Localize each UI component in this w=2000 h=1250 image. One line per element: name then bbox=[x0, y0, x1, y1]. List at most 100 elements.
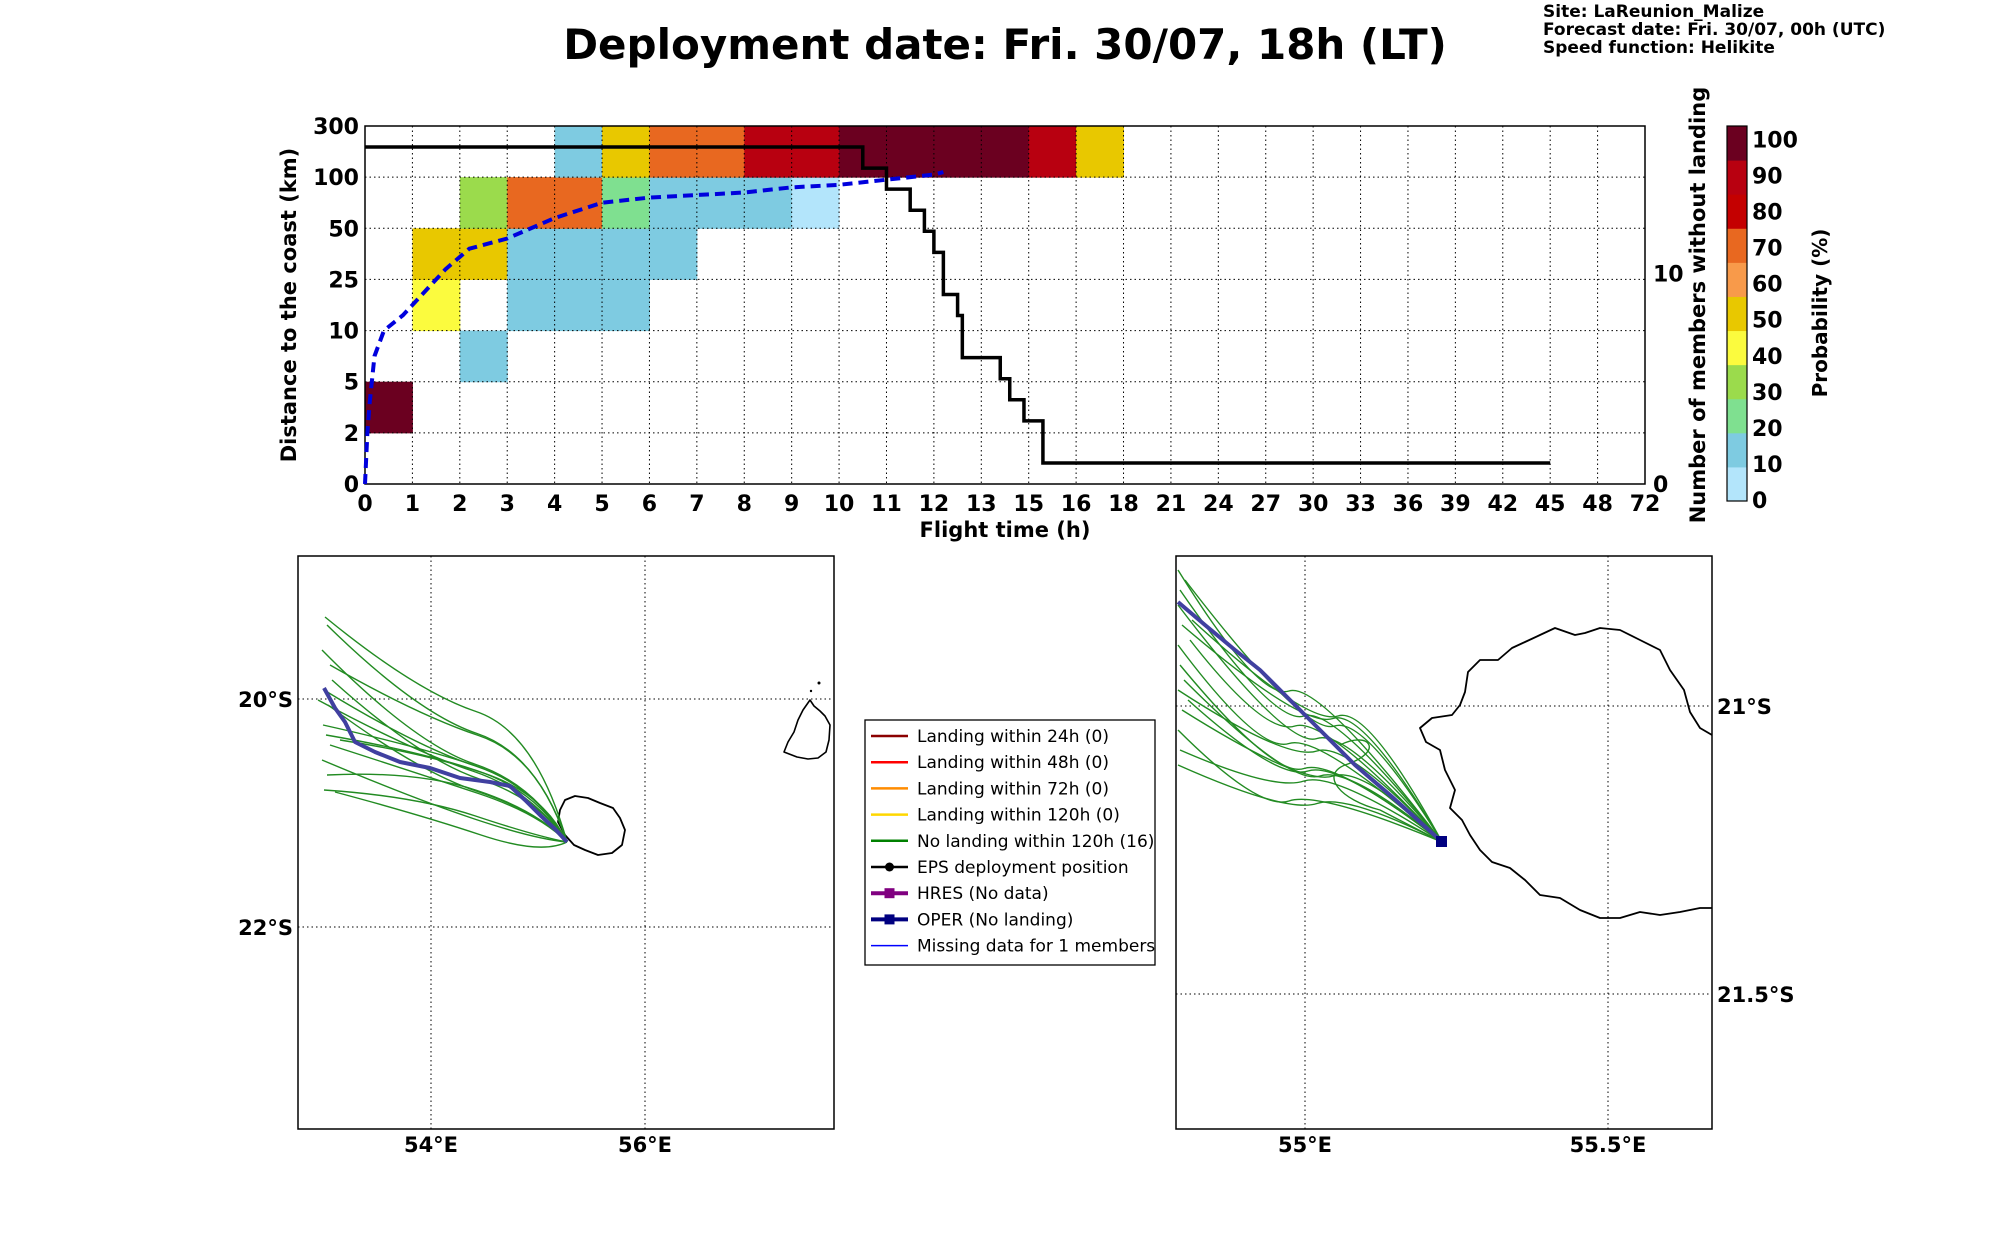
right-axis-label: Number of members without landing bbox=[1686, 87, 1710, 524]
x-tick-label: 45 bbox=[1535, 492, 1566, 517]
legend-label: OPER (No landing) bbox=[917, 910, 1073, 930]
y-tick-label: 0 bbox=[344, 473, 359, 498]
x-tick-label: 36 bbox=[1393, 492, 1424, 517]
colorbar-tick-label: 80 bbox=[1752, 201, 1783, 226]
heatmap-cell bbox=[1028, 126, 1077, 178]
heatmap-cell bbox=[933, 126, 982, 178]
island-mauritius bbox=[783, 699, 831, 760]
ensemble-trajectory bbox=[1333, 739, 1443, 843]
members-step-line bbox=[365, 145, 1551, 465]
y-axis-label: Distance to the coast (km) bbox=[277, 148, 301, 463]
heatmap-cell bbox=[1076, 126, 1125, 178]
median-distance-line bbox=[363, 170, 944, 485]
heatmap-cell bbox=[649, 126, 698, 178]
colorbar-tick-label: 50 bbox=[1752, 309, 1783, 334]
right-tick-label: 10 bbox=[1653, 262, 1684, 287]
islet bbox=[809, 689, 813, 693]
colorbar-segment bbox=[1727, 262, 1747, 297]
colorbar-segment bbox=[1727, 296, 1747, 332]
x-tick-label: 3 bbox=[500, 492, 515, 517]
ensemble-trajectory bbox=[1181, 624, 1443, 843]
legend-label: No landing within 120h (16) bbox=[917, 832, 1154, 852]
lat-tick-label: 21.5°S bbox=[1717, 983, 1794, 1007]
colorbar-segment bbox=[1727, 160, 1747, 195]
legend-label: EPS deployment position bbox=[917, 858, 1129, 878]
legend-label: Missing data for 1 members bbox=[917, 937, 1155, 957]
heatmap-cell bbox=[886, 126, 935, 178]
x-tick-label: 39 bbox=[1440, 492, 1471, 517]
x-tick-label: 6 bbox=[642, 492, 657, 517]
island-reunion bbox=[557, 795, 626, 856]
x-tick-label: 27 bbox=[1250, 492, 1281, 517]
x-tick-label: 5 bbox=[594, 492, 609, 517]
legend-label: Landing within 120h (0) bbox=[917, 806, 1120, 826]
heatmap-cell bbox=[649, 177, 698, 229]
colorbar-tick-label: 0 bbox=[1752, 489, 1767, 514]
legend-label: Landing within 72h (0) bbox=[917, 779, 1109, 799]
x-tick-label: 4 bbox=[547, 492, 562, 517]
island-reunion-zoom bbox=[1419, 627, 1713, 919]
colorbar-tick-label: 40 bbox=[1752, 345, 1783, 370]
legend-box bbox=[864, 719, 1156, 966]
colorbar-segment bbox=[1727, 330, 1747, 366]
lat-tick-label: 22°S bbox=[238, 916, 293, 940]
colorbar-segment bbox=[1727, 228, 1747, 263]
legend-marker bbox=[884, 888, 895, 899]
heatmap-cell bbox=[602, 126, 650, 178]
ensemble-trajectory bbox=[323, 689, 568, 843]
x-tick-label: 12 bbox=[919, 492, 950, 517]
lon-tick-label: 56°E bbox=[618, 1133, 672, 1157]
ensemble-trajectory bbox=[317, 699, 568, 843]
x-tick-label: 15 bbox=[1013, 492, 1044, 517]
lat-tick-label: 21°S bbox=[1717, 695, 1772, 719]
right-tick-label: 0 bbox=[1653, 473, 1668, 498]
map-large: 54°E 56°E 20°S 22°S bbox=[238, 555, 835, 1157]
lon-tick-label: 55°E bbox=[1278, 1133, 1332, 1157]
ensemble-trajectory bbox=[331, 679, 568, 843]
colorbar-tick-label: 90 bbox=[1752, 164, 1783, 189]
heatmap-cell bbox=[412, 279, 461, 332]
oper-endpoint bbox=[1436, 836, 1447, 847]
heatmap-cell bbox=[412, 228, 461, 280]
x-tick-label: 16 bbox=[1061, 492, 1092, 517]
lat-tick-label: 20°S bbox=[238, 688, 293, 712]
oper-trajectory bbox=[1176, 600, 1444, 844]
x-tick-label: 7 bbox=[689, 492, 704, 517]
heatmap-cell bbox=[602, 228, 650, 280]
x-tick-label: 10 bbox=[824, 492, 855, 517]
colorbar-segment bbox=[1727, 194, 1747, 229]
heatmap-cell bbox=[602, 279, 650, 332]
x-tick-label: 48 bbox=[1582, 492, 1613, 517]
legend-label: Landing within 48h (0) bbox=[917, 753, 1109, 773]
colorbar-tick-label: 10 bbox=[1752, 453, 1783, 478]
x-tick-label: 24 bbox=[1203, 492, 1234, 517]
ensemble-trajectory bbox=[334, 791, 568, 848]
info-site: Site: LaReunion_Malize bbox=[1543, 2, 1765, 22]
heatmap-cell bbox=[365, 381, 413, 434]
info-forecast: Forecast date: Fri. 30/07, 00h (UTC) bbox=[1543, 20, 1886, 40]
colorbar-segment bbox=[1727, 398, 1747, 434]
y-tick-label: 50 bbox=[328, 217, 359, 242]
ensemble-trajectory bbox=[329, 744, 568, 843]
heatmap-cell bbox=[507, 279, 556, 332]
colorbar-frame bbox=[1726, 125, 1748, 502]
figure-title: Deployment date: Fri. 30/07, 18h (LT) bbox=[563, 20, 1447, 69]
legend-marker bbox=[884, 914, 895, 925]
colorbar-label: Probability (%) bbox=[1808, 229, 1832, 398]
colorbar-segment bbox=[1727, 126, 1747, 161]
y-tick-label: 300 bbox=[313, 115, 359, 140]
ensemble-trajectory bbox=[323, 789, 568, 843]
oper-trajectory bbox=[322, 687, 569, 844]
legend: Landing within 24h (0) Landing within 48h… bbox=[864, 719, 1156, 966]
y-tick-label: 5 bbox=[344, 371, 359, 396]
y-tick-label: 10 bbox=[328, 320, 359, 345]
colorbar-segment bbox=[1727, 466, 1747, 502]
legend-marker bbox=[885, 862, 894, 872]
heatmap-cell bbox=[554, 126, 603, 178]
y-tick-label: 2 bbox=[344, 422, 359, 447]
colorbar: 0 10 20 30 40 50 60 70 80 90 100 Probability (%) bbox=[1726, 125, 1832, 514]
colorbar-tick-label: 60 bbox=[1752, 273, 1783, 298]
heatmap-cell bbox=[554, 228, 603, 280]
ensemble-trajectory bbox=[325, 734, 568, 843]
